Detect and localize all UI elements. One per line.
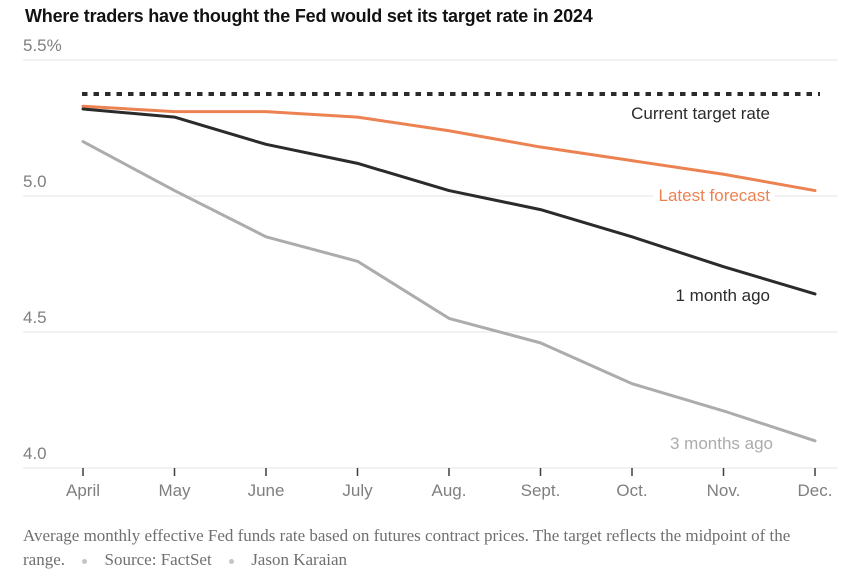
x-tick-label: Nov. (706, 481, 741, 500)
series-line-3-months-ago (81, 140, 817, 443)
y-tick-label: 4.0 (23, 444, 47, 463)
annotation-latest-forecast: Latest forecast (653, 186, 775, 206)
annotation-1-month-ago: 1 month ago (675, 286, 770, 305)
chart-footnote: Average monthly effective Fed funds rate… (23, 524, 829, 572)
byline-text: Jason Karaian (251, 550, 348, 569)
y-tick-label: 5.5% (23, 36, 62, 55)
separator-dot-icon (82, 558, 88, 564)
x-tick-label: April (65, 481, 100, 500)
annotation-3-months-ago: 3 months ago (669, 434, 773, 453)
annotation-current-target-rate: Current target rate (631, 104, 770, 123)
x-tick-label: Dec. (797, 481, 833, 500)
source-text: Source: FactSet (104, 550, 212, 569)
x-tick-label: Aug. (431, 481, 467, 500)
series-line-latest-forecast (81, 104, 817, 193)
series-line-1-month-ago (81, 107, 817, 296)
x-tick-label: July (342, 481, 373, 500)
chart-title: Where traders have thought the Fed would… (25, 6, 593, 26)
chart-canvas (23, 59, 838, 476)
y-tick-label: 4.5 (23, 308, 47, 327)
x-tick-label: June (247, 481, 285, 500)
separator-dot-icon (228, 558, 234, 564)
x-tick-label: Sept. (520, 481, 561, 500)
y-tick-label: 5.0 (23, 172, 47, 191)
x-tick-label: Oct. (616, 481, 648, 500)
x-tick-label: May (158, 481, 191, 500)
footnote-text: Average monthly effective Fed funds rate… (23, 526, 791, 569)
